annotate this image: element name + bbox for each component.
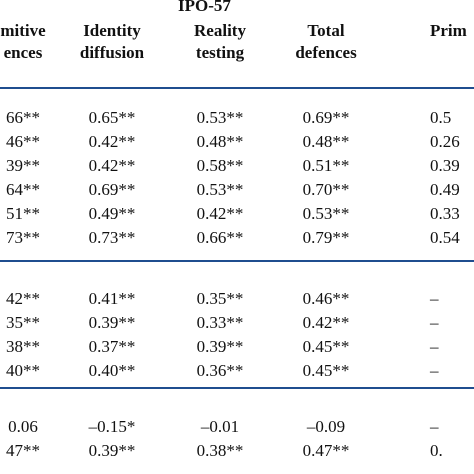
table-cell: 0.33 (430, 204, 460, 223)
table-cell: – (430, 313, 439, 332)
table-cell: 0.79** (302, 228, 350, 247)
table-cell: 38** (6, 337, 40, 356)
header-line-2: diffusion (79, 43, 145, 62)
header-primitive-defences: mitive ences (0, 20, 58, 64)
table-cell: 0.39** (88, 313, 136, 332)
rule-header (0, 87, 474, 89)
header-identity-diffusion: Identity diffusion (62, 20, 162, 64)
header-reality-testing: Reality testing (178, 20, 262, 64)
header-line-1: Identity (83, 21, 141, 40)
table-cell: 42** (6, 289, 40, 308)
table-cell: 0.26 (430, 132, 460, 151)
table-cell: 0.42** (88, 156, 136, 175)
table-cell: 0.70** (302, 180, 350, 199)
table-cell: 0.53** (196, 180, 244, 199)
table-cell: 0.66** (196, 228, 244, 247)
table-cell: – (430, 361, 439, 380)
table-cell: 0.06 (8, 417, 38, 436)
header-line-1: Reality (194, 21, 246, 40)
table-cell: 39** (6, 156, 40, 175)
table-cell: 0. (430, 441, 443, 460)
table-cell: 51** (6, 204, 40, 223)
table-cell: 0.49** (88, 204, 136, 223)
table-cell: 0.73** (88, 228, 136, 247)
table-cell: 64** (6, 180, 40, 199)
group-title: IPO-57 (178, 0, 231, 15)
table-cell: 0.58** (196, 156, 244, 175)
table-cell: 0.42** (196, 204, 244, 223)
table-cell: 0.38** (196, 441, 244, 460)
table-cell: 0.46** (302, 289, 350, 308)
table-cell: 0.53** (302, 204, 350, 223)
header-total-defences: Total defences (278, 20, 374, 64)
table-cell: 0.53** (196, 108, 244, 127)
table-cell: 0.5 (430, 108, 452, 127)
table-cell: 0.49 (430, 180, 460, 199)
table-cell: 0.45** (302, 361, 350, 380)
rule-section-1 (0, 260, 474, 262)
table-cell: 0.65** (88, 108, 136, 127)
table-cell: 0.51** (302, 156, 350, 175)
table-cell: 40** (6, 361, 40, 380)
rule-section-2 (0, 387, 474, 389)
table-cell: 0.33** (196, 313, 244, 332)
table-cell: 0.69** (88, 180, 136, 199)
table-cell: – (430, 417, 439, 436)
table-cell: 0.69** (302, 108, 350, 127)
header-line-2: ences (3, 43, 43, 62)
table-cell: 0.45** (302, 337, 350, 356)
table-cell: –0.09 (306, 417, 346, 436)
table-cell: 0.39** (88, 441, 136, 460)
table-cell: – (430, 289, 439, 308)
table-cell: 0.47** (302, 441, 350, 460)
header-line-2: testing (195, 43, 245, 62)
header-line-1: Prim (430, 21, 467, 40)
table-cell: 0.36** (196, 361, 244, 380)
table-cell: 35** (6, 313, 40, 332)
table-cell: 0.40** (88, 361, 136, 380)
table-cell: –0.15* (88, 417, 136, 436)
table-cell: 0.39 (430, 156, 460, 175)
table-cell: 0.37** (88, 337, 136, 356)
table-cell: – (430, 337, 439, 356)
table-cell: 0.35** (196, 289, 244, 308)
table-cell: 0.48** (302, 132, 350, 151)
table-cell: 73** (6, 228, 40, 247)
table-cell: 66** (6, 108, 40, 127)
table-cell: 0.42** (302, 313, 350, 332)
table-cell: 46** (6, 132, 40, 151)
table-cell: 47** (6, 441, 40, 460)
table-cell: –0.01 (200, 417, 240, 436)
header-line-1: Total (307, 21, 345, 40)
header-primitive-cut: Prim (430, 20, 474, 42)
table-cell: 0.41** (88, 289, 136, 308)
table-cell: 0.42** (88, 132, 136, 151)
table-cell: 0.54 (430, 228, 460, 247)
table-cell: 0.48** (196, 132, 244, 151)
header-line-2: defences (295, 43, 357, 62)
header-line-1: mitive (0, 21, 46, 40)
table-cell: 0.39** (196, 337, 244, 356)
